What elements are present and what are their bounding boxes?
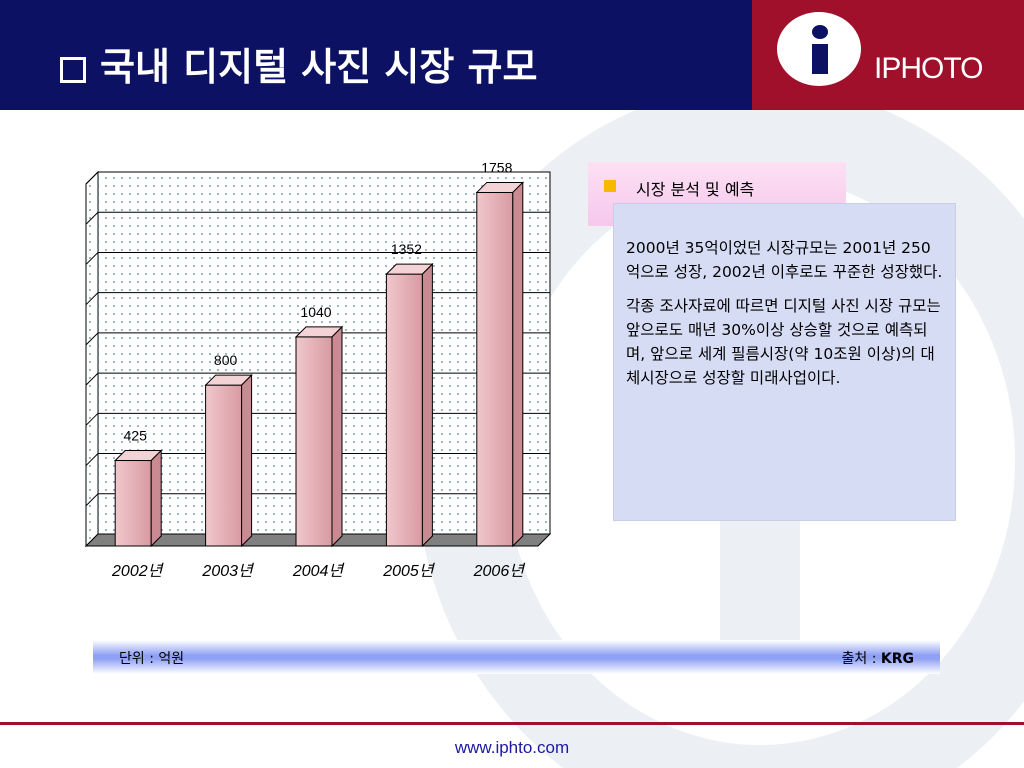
bar-front xyxy=(476,191,514,547)
bar-front xyxy=(385,273,423,547)
unit-source-strip: 단위 : 억원 출처 : KRG xyxy=(93,640,940,674)
x-tick-label: 2005년 xyxy=(382,562,436,580)
x-tick-label: 2003년 xyxy=(201,562,255,580)
analysis-paragraph: 각종 조사자료에 따르면 디지털 사진 시장 규모는 앞으로도 매년 30%이상… xyxy=(626,297,941,387)
bar-data-label: 1758 xyxy=(481,159,512,175)
bar-side xyxy=(512,181,524,548)
bar-data-label: 800 xyxy=(214,352,238,368)
checkbox-bullet-icon xyxy=(60,57,86,83)
x-tick-label: 2002년 xyxy=(111,562,165,580)
bar-side xyxy=(150,449,162,548)
unit-note: 단위 : 억원 xyxy=(119,648,184,668)
header-title-band xyxy=(0,0,752,110)
bar-side xyxy=(331,325,343,548)
analysis-paragraph: 2000년 35억이었던 시장규모는 2001년 250억으로 성장, 2002… xyxy=(626,239,943,281)
chart-side-wall-pattern xyxy=(86,172,98,546)
brand-name: IPHOTO xyxy=(874,52,983,85)
logo-dot xyxy=(812,25,828,39)
bar-side xyxy=(241,373,253,548)
bar-data-label: 1352 xyxy=(391,241,422,257)
logo-stem xyxy=(812,44,828,74)
slide-title-text: 국내 디지털 사진 시장 규모 xyxy=(100,45,538,89)
bar-front xyxy=(114,460,152,547)
chart-gridline xyxy=(85,251,550,265)
source-note: 출처 : KRG xyxy=(841,648,914,668)
square-bullet-icon xyxy=(604,180,616,192)
bar-side xyxy=(421,262,433,548)
x-tick-label: 2004년 xyxy=(292,562,346,580)
analysis-heading: 시장 분석 및 예측 xyxy=(636,180,755,199)
chart-bars xyxy=(113,181,525,548)
chart-labels: 425 2002년 800 2003년 1040 2004년 1352 2005년 1758 20… xyxy=(111,159,526,580)
unit-value: 억원 xyxy=(158,651,185,667)
analysis-text-box: 2000년 35억이었던 시장규모는 2001년 250억으로 성장, 2002… xyxy=(614,204,955,520)
slide-header: 국내 디지털 사진 시장 규모 IPHOTO xyxy=(0,0,1024,110)
iphoto-logo xyxy=(777,12,861,86)
source-value: KRG xyxy=(880,651,914,667)
bar-data-label: 1040 xyxy=(300,304,331,320)
chart-gridline xyxy=(85,171,550,185)
x-tick-label: 2006년 xyxy=(473,562,527,580)
bar-front xyxy=(295,336,333,547)
unit-label: 단위 : xyxy=(119,651,154,667)
website-link[interactable]: www.iphto.com xyxy=(454,738,570,757)
footer-divider xyxy=(0,722,1024,725)
slide-title: 국내 디지털 사진 시장 규모 xyxy=(60,36,537,91)
bar-front xyxy=(205,384,243,547)
bar-data-label: 425 xyxy=(124,428,148,444)
source-label: 출처 : xyxy=(841,651,877,667)
chart-gridline xyxy=(85,211,550,225)
